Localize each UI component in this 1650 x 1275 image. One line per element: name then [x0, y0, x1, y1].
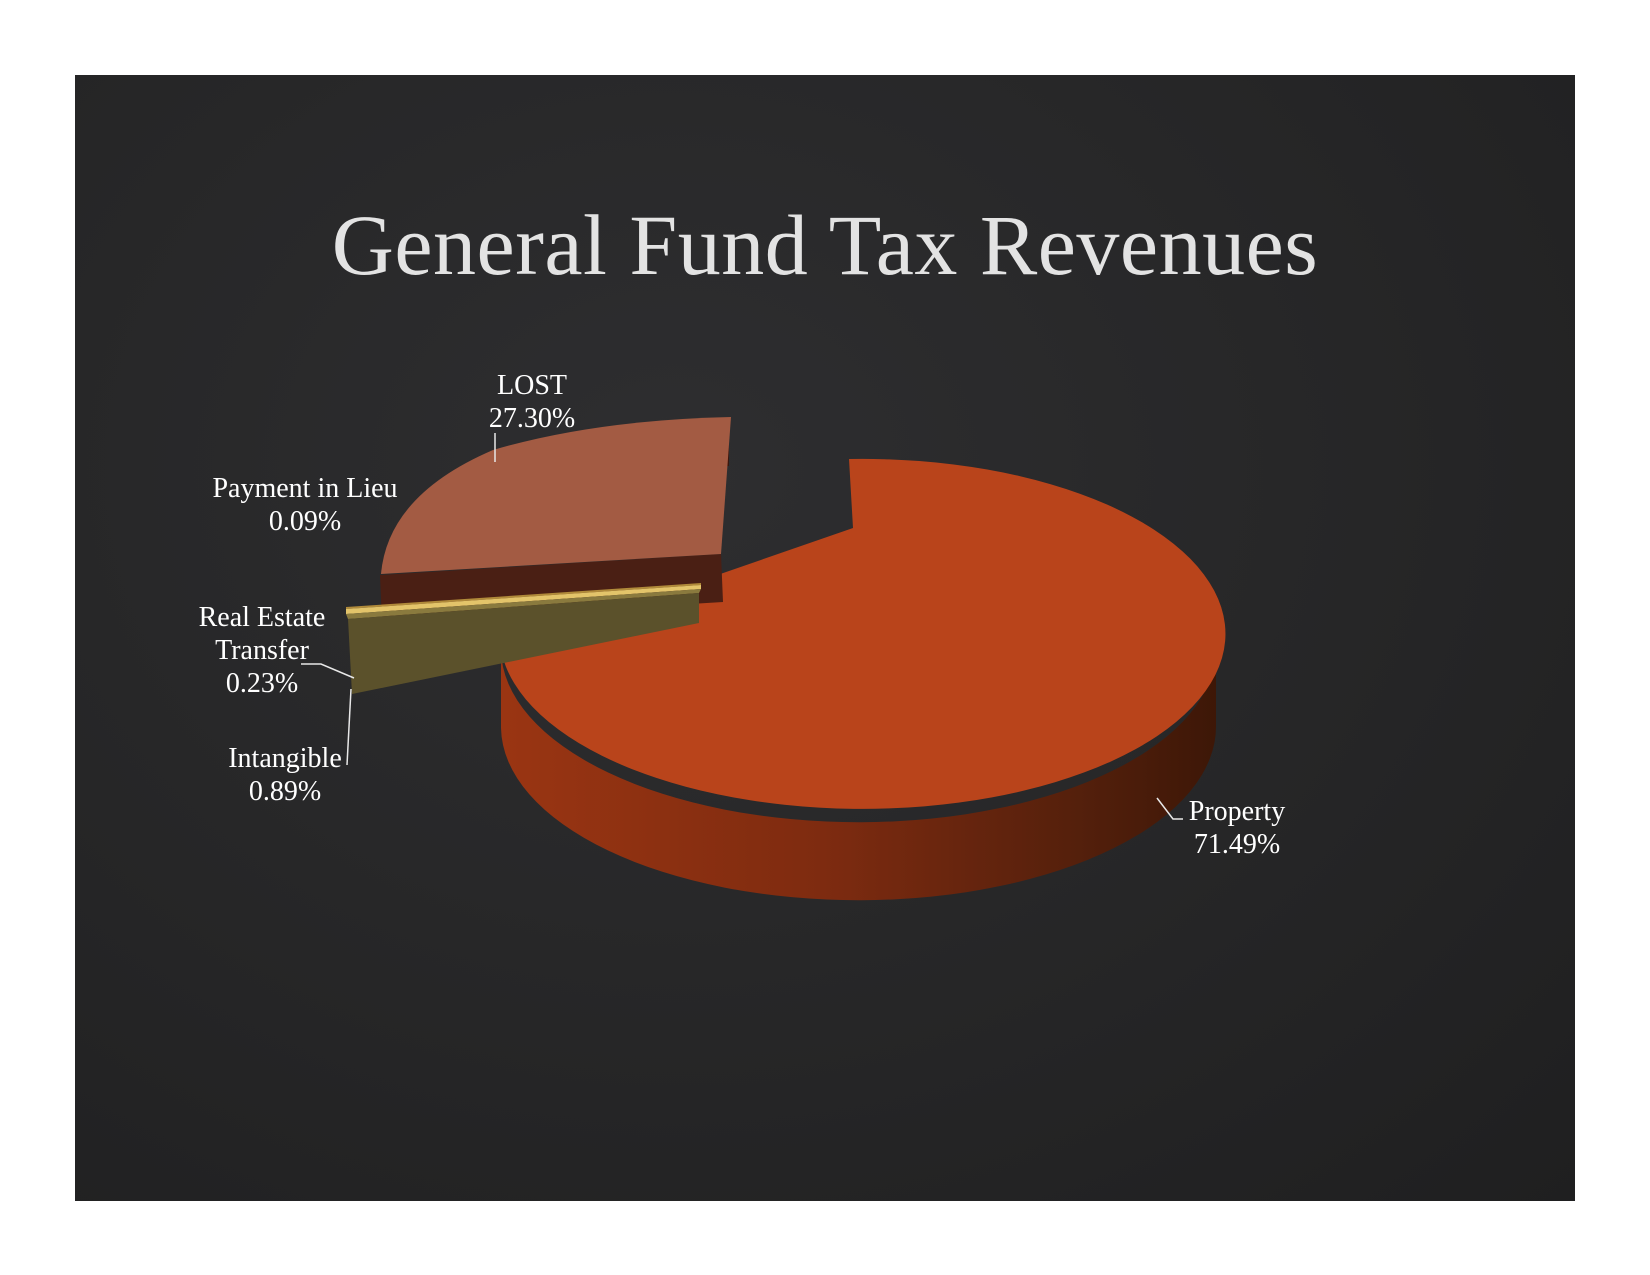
label-lost-value: 27.30%	[489, 403, 575, 434]
slice-lost-top	[381, 417, 731, 574]
label-payment-in-lieu-name: Payment in Lieu	[212, 473, 397, 504]
label-lost: LOST 27.30%	[489, 370, 575, 434]
slice-property	[501, 458, 1226, 901]
label-lost-name: LOST	[497, 370, 567, 401]
label-intangible-name: Intangible	[228, 743, 342, 774]
label-intangible: Intangible 0.89%	[228, 743, 342, 807]
label-real-estate-transfer-name-2: Transfer	[215, 635, 310, 666]
label-property-name: Property	[1189, 796, 1285, 827]
label-property: Property 71.49%	[1189, 796, 1285, 860]
label-real-estate-transfer-name-1: Real Estate	[199, 602, 326, 633]
pie-chart: LOST 27.30% Payment in Lieu 0.09% Real E…	[199, 370, 1285, 901]
slide: General Fund Tax Revenues	[75, 75, 1575, 1201]
chart-title: General Fund Tax Revenues	[331, 197, 1319, 293]
slice-intangible-front	[348, 593, 699, 694]
leader-line-real-estate	[301, 663, 355, 679]
leader-line-intangible	[346, 688, 352, 766]
label-payment-in-lieu-value: 0.09%	[269, 506, 341, 537]
slice-property-side	[501, 647, 1217, 901]
leader-line-property	[1156, 797, 1183, 820]
slice-payment-in-lieu	[346, 583, 701, 609]
slice-intangible-top	[346, 589, 701, 619]
slice-property-top	[501, 458, 1226, 809]
slice-intangible	[346, 589, 701, 694]
label-real-estate-transfer-value: 0.23%	[226, 668, 298, 699]
label-real-estate-transfer: Real Estate Transfer 0.23%	[199, 602, 326, 699]
slice-real-estate-transfer	[346, 585, 701, 614]
label-payment-in-lieu: Payment in Lieu 0.09%	[212, 473, 397, 537]
label-property-value: 71.49%	[1194, 829, 1280, 860]
label-intangible-value: 0.89%	[249, 776, 321, 807]
